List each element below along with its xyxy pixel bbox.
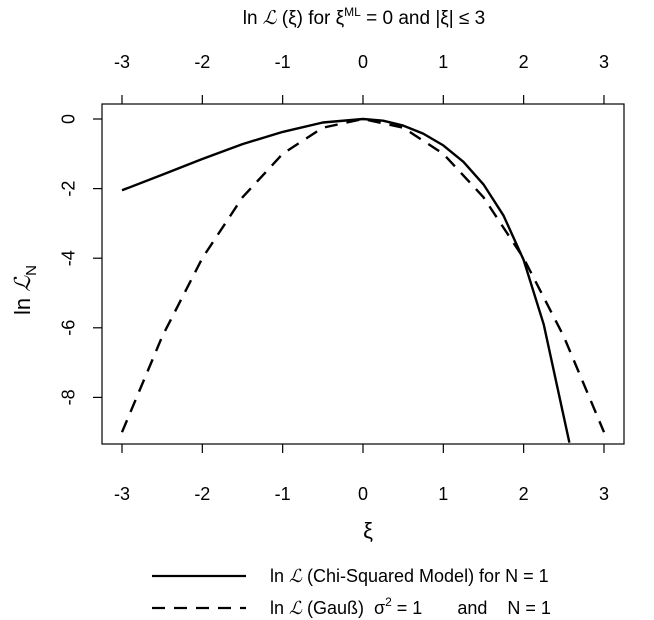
bottom-axis: -3 -2 -1 0 1 2 3: [114, 444, 609, 504]
x-axis-label: ξ: [363, 518, 373, 543]
left-tick-label: 0: [58, 114, 78, 124]
top-axis: -3 -2 -1 0 1 2 3: [114, 52, 609, 104]
bottom-tick-label: 0: [358, 484, 368, 504]
top-tick-label: -2: [194, 52, 210, 72]
series-line-gauss: [120, 117, 606, 433]
left-tick-label: -8: [58, 389, 78, 405]
left-tick-label: -6: [58, 320, 78, 336]
series-line-chi-squared: [121, 117, 571, 443]
legend-label-gauss: ln ℒ (Gauß) σ2 = 1 and N = 1: [270, 595, 551, 619]
top-tick-label: -3: [114, 52, 130, 72]
series-layer: [120, 117, 606, 443]
top-tick-label: 0: [358, 52, 368, 72]
legend-label-chi-squared: ln ℒ (Chi-Squared Model) for N = 1: [270, 566, 549, 587]
top-tick-label: -1: [275, 52, 291, 72]
y-axis-label: ln ℒN: [10, 265, 40, 315]
bottom-tick-label: 3: [599, 484, 609, 504]
plot-area-frame: [101, 103, 625, 445]
chart-title: ln ℒ (ξ) for ξML = 0 and |ξ| ≤ 3: [243, 5, 486, 29]
legend: ln ℒ (Chi-Squared Model) for N = 1 ln ℒ …: [152, 566, 551, 619]
left-tick-label: -2: [58, 181, 78, 197]
bottom-tick-label: 2: [519, 484, 529, 504]
left-tick-label: -4: [58, 250, 78, 266]
bottom-tick-label: -1: [275, 484, 291, 504]
top-tick-label: 3: [599, 52, 609, 72]
top-tick-label: 2: [519, 52, 529, 72]
bottom-tick-label: 1: [438, 484, 448, 504]
bottom-tick-label: -2: [194, 484, 210, 504]
left-axis: 0 -2 -4 -6 -8: [58, 114, 102, 405]
bottom-tick-label: -3: [114, 484, 130, 504]
top-tick-label: 1: [438, 52, 448, 72]
